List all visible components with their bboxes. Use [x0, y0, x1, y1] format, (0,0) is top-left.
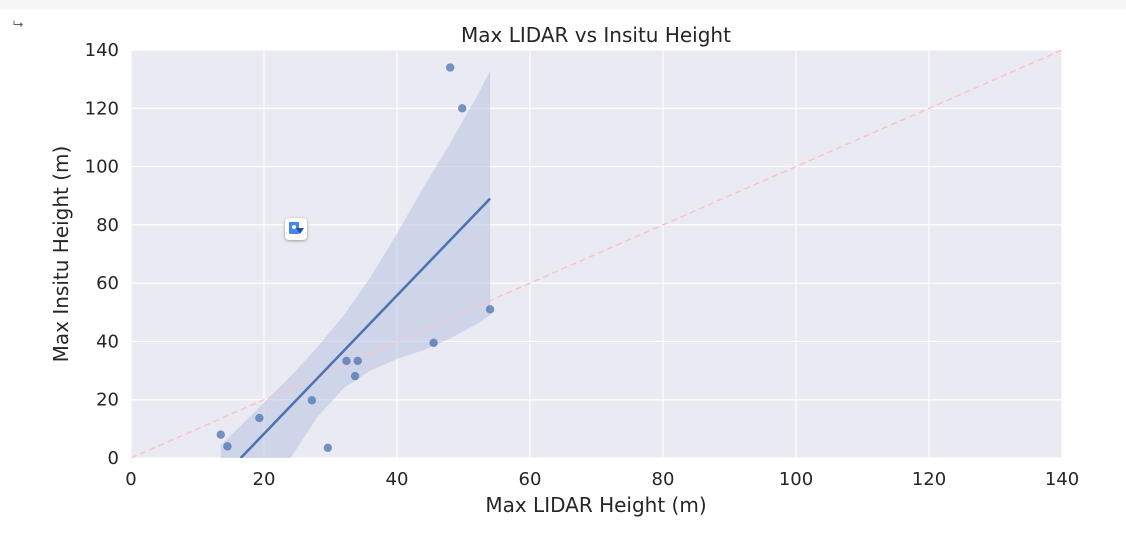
y-tick-label: 80 [96, 215, 119, 236]
x-tick-labels: 0 20 40 60 80 100 120 140 [125, 469, 1079, 490]
x-tick-label: 40 [386, 469, 409, 490]
confidence-band [220, 70, 491, 458]
cell-output-bar [0, 0, 1126, 10]
x-tick-label: 140 [1045, 469, 1079, 490]
x-tick-label: 0 [125, 469, 136, 490]
data-point [429, 338, 438, 348]
data-point [485, 305, 495, 314]
dropdown-caret-icon [296, 228, 304, 234]
y-tick-label: 60 [96, 273, 119, 294]
y-tick-label: 120 [85, 98, 119, 119]
data-point [255, 413, 264, 423]
y-tick-label: 100 [85, 157, 119, 178]
x-tick-label: 80 [652, 469, 675, 490]
regression-line [239, 197, 492, 458]
document-icon [289, 222, 299, 234]
data-point [342, 356, 351, 366]
x-tick-label: 60 [519, 469, 542, 490]
docs-widget-button[interactable] [285, 218, 307, 240]
y-tick-label: 140 [85, 40, 119, 61]
data-point [350, 371, 360, 381]
data-point [353, 356, 362, 366]
x-axis-label: Max LIDAR Height (m) [485, 493, 706, 517]
data-point [307, 396, 317, 405]
data-point [323, 443, 333, 452]
data-point [216, 430, 225, 439]
x-tick-label: 120 [912, 469, 946, 490]
x-tick-label: 100 [779, 469, 813, 490]
data-point [446, 63, 455, 72]
chart-title: Max LIDAR vs Insitu Height [461, 23, 731, 47]
y-tick-labels: 0 20 40 60 80 100 120 140 [85, 40, 119, 469]
y-tick-label: 0 [108, 448, 119, 469]
data-points [216, 63, 495, 452]
output-arrow-icon[interactable]: ⮡ [13, 17, 24, 32]
data-point [457, 104, 467, 113]
y-axis-label: Max Insitu Height (m) [49, 146, 73, 363]
y-tick-label: 40 [96, 331, 119, 352]
y-tick-label: 20 [96, 390, 119, 411]
x-tick-label: 20 [253, 469, 276, 490]
data-point [223, 442, 232, 451]
